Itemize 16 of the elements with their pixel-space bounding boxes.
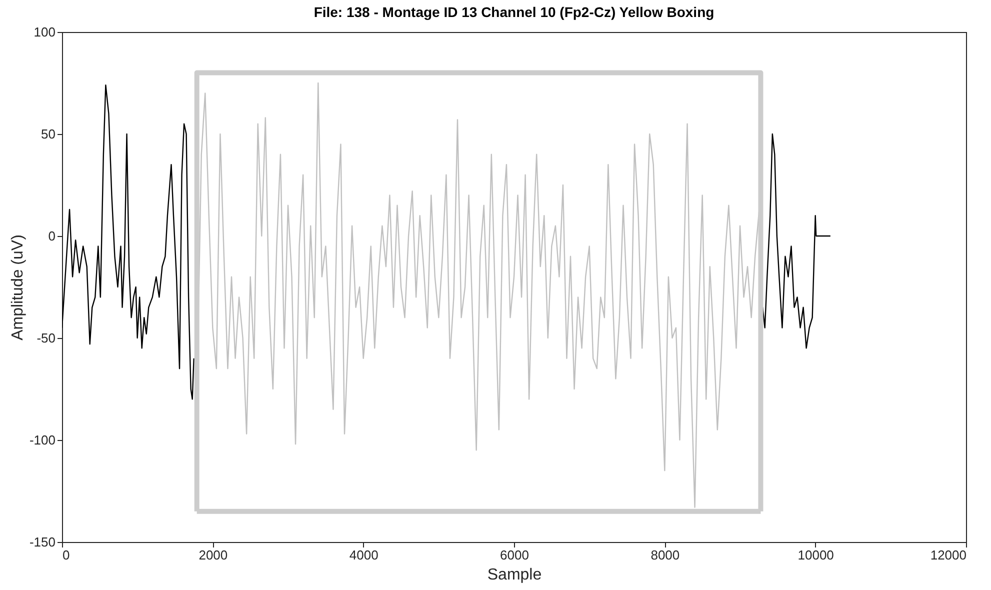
x-tick-label: 0 (62, 548, 70, 562)
y-tick-label: 0 (48, 228, 56, 244)
x-tick-label: 6000 (500, 548, 529, 562)
y-tick-label: 100 (34, 24, 56, 40)
x-tick-label: 10000 (798, 548, 834, 562)
y-tick-label: -50 (36, 330, 56, 346)
y-tick-label: -100 (29, 432, 56, 448)
x-tick-label: 4000 (349, 548, 378, 562)
x-axis-title: Sample (487, 566, 542, 584)
x-tick-label: 2000 (198, 548, 228, 562)
y-axis-title: Amplitude (uV) (9, 234, 26, 340)
y-tick-label: 50 (41, 126, 56, 142)
x-tick-label: 12000 (930, 548, 966, 562)
chart-title: File: 138 - Montage ID 13 Channel 10 (Fp2-Cz) Yellow Boxing (314, 4, 714, 20)
y-tick-label: -150 (29, 534, 56, 550)
x-tick-label: 8000 (650, 548, 680, 562)
